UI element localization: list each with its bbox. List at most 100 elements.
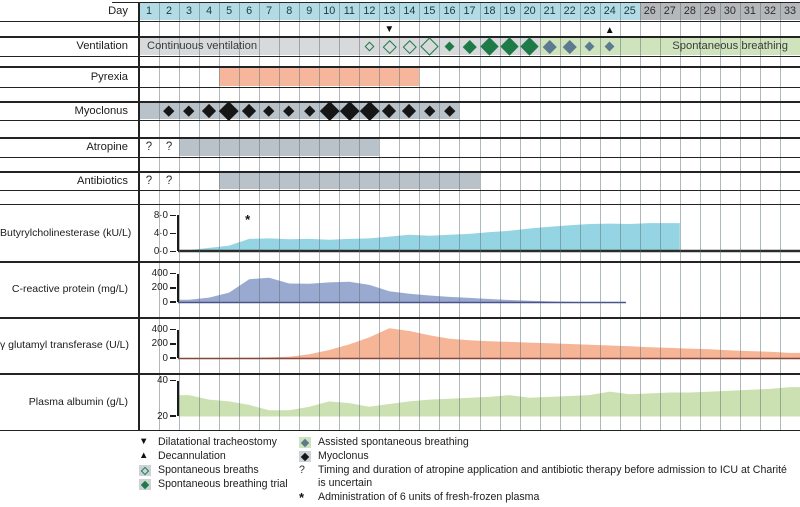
day-header-cell: 23 xyxy=(579,2,600,21)
day-gridline xyxy=(299,2,301,430)
horizontal-rule xyxy=(0,66,800,68)
day-header-cell: 21 xyxy=(539,2,560,21)
horizontal-rule xyxy=(0,373,800,375)
day-gridline xyxy=(759,2,761,430)
day-header-cell: 10 xyxy=(319,2,340,21)
antibiotics-bar xyxy=(219,172,480,190)
legend-key-diamond xyxy=(140,480,149,490)
butyrylcholinesterase-axis-title: Butyrylcholinesterase (kU/L) xyxy=(0,227,132,239)
day-header-cell: 20 xyxy=(519,2,540,21)
butyrylcholinesterase-area xyxy=(178,223,680,252)
continuous-ventilation-label: Continuous ventilation xyxy=(147,39,258,52)
day-header-cell: 18 xyxy=(479,2,500,21)
day-gridline xyxy=(359,2,361,430)
spontaneous-breathing-label: Spontaneous breathing xyxy=(672,39,788,52)
gamma-glutamyl-transferase-y-axis xyxy=(177,329,179,358)
butyrylcholinesterase-chart xyxy=(178,223,800,253)
day-gridline xyxy=(659,2,661,430)
legend-item: * Administration of 6 units of fresh-froz… xyxy=(299,489,791,505)
horizontal-rule xyxy=(0,119,800,122)
day-header-cell: 22 xyxy=(559,2,580,21)
asterisk-icon: * xyxy=(299,489,305,505)
atropine-uncertain-mark: ? xyxy=(165,140,173,153)
day-header-cell: 13 xyxy=(379,2,400,21)
day-gridline xyxy=(419,2,421,430)
legend-item: Myoclonus xyxy=(299,450,791,463)
ventilation-continuous-bar xyxy=(139,37,540,56)
day-gridline xyxy=(459,2,461,430)
day-header-cell: 26 xyxy=(639,2,660,21)
legend-key-square xyxy=(139,478,151,491)
horizontal-rule xyxy=(0,101,800,103)
c-reactive-protein-axis-title: C-reactive protein (mg/L) xyxy=(11,283,128,295)
day-gridline xyxy=(279,2,281,430)
day-gridline xyxy=(379,2,381,430)
c-reactive-protein-ytick-label: 400 xyxy=(151,268,168,279)
triangle-up-icon: ▲ xyxy=(139,450,149,462)
day-header-cell: 6 xyxy=(239,2,260,21)
antibiotics-uncertain-mark: ? xyxy=(165,174,173,187)
day-header-cell: 25 xyxy=(619,2,640,21)
day-gridline xyxy=(599,2,601,430)
legend-item: Spontaneous breathing trial xyxy=(139,478,297,491)
day-header-cell: 15 xyxy=(419,2,440,21)
horizontal-rule xyxy=(0,55,800,58)
atropine-uncertain-mark: ? xyxy=(145,140,153,153)
plasma-albumin-ytick-dash xyxy=(170,415,176,417)
legend-item-label: Spontaneous breathing trial xyxy=(158,478,288,491)
day-header-cell: 1 xyxy=(139,2,160,21)
day-gridline xyxy=(679,2,681,430)
day-gridline xyxy=(619,2,621,430)
day-gridline xyxy=(499,2,501,430)
legend-key-square xyxy=(299,436,311,448)
c-reactive-protein-ytick-dash xyxy=(170,272,176,275)
horizontal-rule xyxy=(0,261,800,263)
gamma-glutamyl-transferase-ytick-label: 200 xyxy=(151,338,168,350)
plasma-albumin-ytick-label: 40 xyxy=(157,375,168,386)
pyrexia-bar xyxy=(219,67,420,87)
legend-key-diamond xyxy=(300,452,309,462)
day-header-cell: 5 xyxy=(219,2,240,21)
legend-item-label: Dilatational tracheostomy xyxy=(158,436,277,448)
day-gridline xyxy=(439,2,441,430)
day-gridline xyxy=(399,2,401,430)
day-gridline xyxy=(779,2,781,430)
c-reactive-protein-chart xyxy=(178,277,626,303)
horizontal-rule xyxy=(0,429,800,432)
atropine-bar xyxy=(179,138,380,157)
legend-right-column: Assisted spontaneous breathing Myoclonus?… xyxy=(299,436,791,505)
day-gridline xyxy=(519,2,521,430)
gamma-glutamyl-transferase-ytick-label: 0 xyxy=(162,352,168,364)
day-gridline xyxy=(719,2,721,430)
day-header-cell: 9 xyxy=(299,2,320,21)
day-gridline xyxy=(559,2,561,430)
legend-item: ▼ Dilatational tracheostomy xyxy=(139,436,297,449)
legend-item-label: Timing and duration of atropine applicat… xyxy=(318,464,787,489)
legend-item: Spontaneous breaths xyxy=(139,464,297,477)
gamma-glutamyl-transferase-axis-title: γ glutamyl transferase (U/L) xyxy=(0,339,129,351)
horizontal-rule xyxy=(0,317,800,319)
day-header-cell: 19 xyxy=(499,2,520,21)
legend-item-label: Myoclonus xyxy=(318,450,369,463)
day-header-cell: 7 xyxy=(259,2,280,21)
day-header-cell: 30 xyxy=(719,2,740,21)
horizontal-rule xyxy=(0,20,800,23)
antibiotics-row-label: Antibiotics xyxy=(77,174,128,187)
day-header-cell: 3 xyxy=(179,2,200,21)
day-header-cell: 8 xyxy=(279,2,300,21)
day-gridline xyxy=(339,2,341,430)
day-gridline xyxy=(639,2,641,430)
day-gridline xyxy=(239,2,241,430)
plasma-albumin-chart xyxy=(178,386,800,416)
butyrylcholinesterase-ytick-dash xyxy=(170,232,176,234)
pyrexia-row-label: Pyrexia xyxy=(90,70,128,83)
legend-item: ? Timing and duration of atropine applica… xyxy=(299,464,791,489)
legend-item: ▲ Decannulation xyxy=(139,450,297,463)
horizontal-rule xyxy=(0,203,800,206)
day-gridline xyxy=(579,2,581,430)
day-gridline xyxy=(739,2,741,430)
plasma-albumin-y-axis xyxy=(177,380,179,416)
ventilation-spontaneous-bar xyxy=(539,37,800,56)
triangle-down-icon: ▼ xyxy=(384,23,395,35)
